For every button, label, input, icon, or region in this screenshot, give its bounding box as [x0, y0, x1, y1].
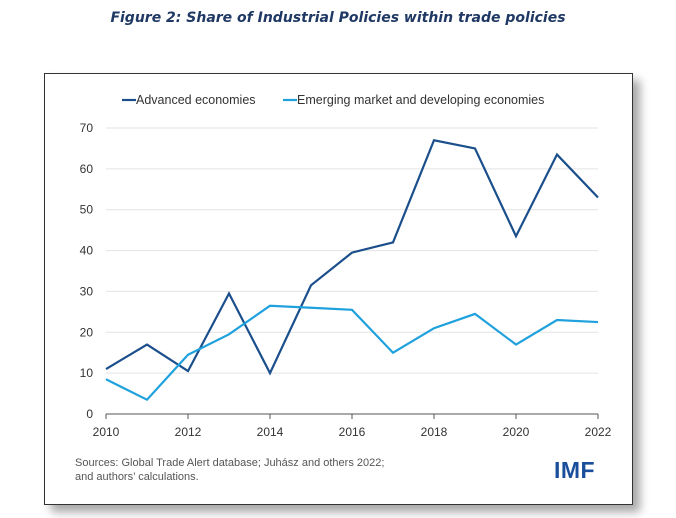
y-tick-label: 40 — [80, 244, 94, 258]
data-point-emerging-2018 — [432, 327, 435, 330]
y-tick-label: 0 — [86, 407, 93, 421]
data-point-advanced-2016 — [350, 251, 353, 254]
data-point-advanced-2012 — [186, 370, 189, 373]
data-point-advanced-2014 — [268, 372, 271, 375]
data-point-emerging-2015 — [309, 306, 312, 309]
y-tick-label: 70 — [80, 121, 94, 135]
source-note-line-1: Sources: Global Trade Alert database; Ju… — [75, 457, 385, 469]
x-tick-label: 2022 — [585, 425, 612, 439]
data-point-advanced-2020 — [514, 235, 517, 238]
data-point-emerging-2011 — [145, 398, 148, 401]
data-point-advanced-2021 — [555, 153, 558, 156]
x-tick-label: 2016 — [339, 425, 366, 439]
data-point-emerging-2022 — [596, 320, 599, 323]
data-point-emerging-2010 — [104, 378, 107, 381]
data-point-advanced-2013 — [227, 292, 230, 295]
imf-logo: IMF — [554, 457, 596, 483]
x-tick-label: 2010 — [93, 425, 120, 439]
figure-title: Figure 2: Share of Industrial Policies w… — [110, 10, 566, 26]
data-point-emerging-2012 — [186, 353, 189, 356]
data-point-emerging-2013 — [227, 333, 230, 336]
x-tick-label: 2020 — [503, 425, 530, 439]
data-point-advanced-2011 — [145, 343, 148, 346]
x-tick-label: 2012 — [175, 425, 202, 439]
data-point-emerging-2016 — [350, 308, 353, 311]
chart-panel: 0 10 20 30 40 50 60 70 2010 2012 2014 2016 2018 2020 2… — [44, 73, 633, 505]
y-tick-label: 50 — [80, 203, 94, 217]
data-point-emerging-2020 — [514, 343, 517, 346]
y-tick-label: 10 — [80, 366, 94, 380]
data-point-advanced-2018 — [432, 139, 435, 142]
legend-label-emerging: Emerging market and developing economies — [297, 93, 544, 107]
line-chart: 0 10 20 30 40 50 60 70 2010 2012 2014 2016 2018 2020 2… — [80, 93, 612, 439]
legend-label-advanced: Advanced economies — [136, 93, 256, 107]
y-tick-label: 60 — [80, 162, 94, 176]
x-tick-label: 2018 — [421, 425, 448, 439]
data-point-emerging-2021 — [555, 318, 558, 321]
data-point-emerging-2014 — [268, 304, 271, 307]
data-point-advanced-2010 — [104, 367, 107, 370]
data-point-advanced-2015 — [309, 284, 312, 287]
data-point-emerging-2017 — [391, 351, 394, 354]
x-tick-label: 2014 — [257, 425, 284, 439]
data-point-advanced-2017 — [391, 241, 394, 244]
y-tick-label: 30 — [80, 284, 94, 298]
data-point-emerging-2019 — [473, 312, 476, 315]
series-line-advanced-economies — [105, 138, 599, 376]
data-point-advanced-2019 — [473, 147, 476, 150]
series-line-emerging-developing-economies — [105, 304, 599, 402]
source-note-line-2: and authors’ calculations. — [75, 471, 199, 483]
y-tick-label: 20 — [80, 325, 94, 339]
data-point-advanced-2022 — [596, 196, 599, 199]
